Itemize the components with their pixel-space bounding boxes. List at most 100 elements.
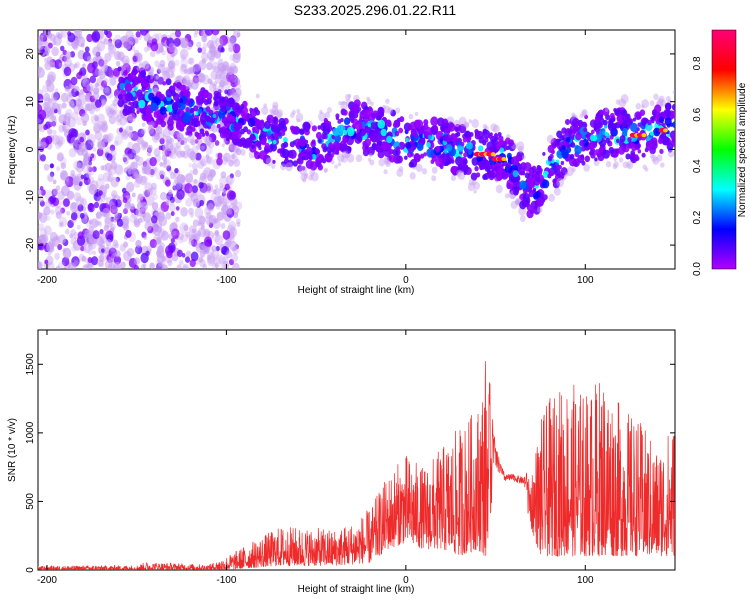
spectrogram-cell bbox=[378, 158, 386, 167]
spectrogram-cell bbox=[50, 96, 57, 105]
spectrogram-cell bbox=[635, 143, 640, 149]
spectrogram-cell bbox=[46, 31, 52, 39]
spectrogram-cell bbox=[65, 51, 72, 60]
spectrogram-cell bbox=[276, 109, 284, 118]
spectrogram-cell bbox=[464, 122, 470, 128]
spectrogram-cell bbox=[280, 130, 286, 137]
spectrogram-cell bbox=[88, 184, 98, 195]
spectrogram-cell bbox=[430, 159, 435, 165]
spectrogram-cell bbox=[298, 128, 305, 135]
spectrogram-cell bbox=[133, 86, 138, 92]
spectrogram-cell bbox=[193, 105, 199, 112]
spectrogram-cell bbox=[116, 118, 122, 126]
spectrogram-cell bbox=[603, 124, 608, 129]
spectrogram-cell bbox=[157, 255, 166, 267]
spectrogram-cell bbox=[96, 236, 104, 247]
spectrogram-cell bbox=[125, 30, 134, 41]
spectrogram-cell bbox=[570, 142, 576, 148]
spectrogram-cell bbox=[220, 68, 230, 80]
spectrogram-cell bbox=[108, 114, 117, 125]
spectrogram-cell bbox=[196, 41, 202, 48]
spectrogram-cell bbox=[62, 248, 67, 253]
spectrogram-cell bbox=[78, 94, 87, 105]
spectrogram-cell bbox=[92, 147, 97, 152]
spectrogram-cell bbox=[48, 107, 56, 116]
spectrogram-cell bbox=[542, 151, 546, 156]
spectrogram-cell bbox=[184, 144, 190, 152]
spectrogram-cell bbox=[337, 118, 342, 124]
spectrogram-cell bbox=[124, 201, 131, 209]
spectrogram-cell bbox=[191, 162, 198, 171]
spectrogram-cell bbox=[104, 105, 110, 112]
page-title: S233.2025.296.01.22.R11 bbox=[293, 2, 457, 18]
spectrogram-cell bbox=[75, 90, 80, 96]
spectrogram-cell bbox=[206, 39, 214, 49]
spectrogram-cell bbox=[170, 221, 178, 231]
spectrogram-cell bbox=[153, 132, 160, 141]
spectrogram-cell bbox=[162, 70, 167, 76]
spectrogram-cell bbox=[83, 245, 91, 254]
spectrogram-cell bbox=[230, 253, 239, 263]
spectrogram-cell bbox=[118, 127, 123, 133]
spectrogram-cell bbox=[591, 129, 595, 135]
spectrogram-cell bbox=[49, 171, 55, 177]
spectrogram-cell bbox=[197, 74, 205, 83]
spectrogram-cell bbox=[161, 264, 168, 269]
spectrogram-cell bbox=[188, 162, 193, 168]
spectrogram-cell bbox=[139, 61, 143, 67]
spectrogram-cell bbox=[89, 75, 97, 84]
spectrogram-cell bbox=[159, 242, 165, 250]
spectrogram-cell bbox=[64, 118, 71, 127]
spectrogram-cell bbox=[206, 61, 213, 71]
spectrogram-cell bbox=[73, 63, 78, 69]
spectrogram-cell bbox=[468, 179, 475, 186]
spectrogram-cell bbox=[131, 78, 136, 83]
spectrogram-cell bbox=[309, 161, 318, 171]
spectrogram-cell bbox=[447, 122, 456, 132]
spectrogram-cell bbox=[105, 196, 113, 206]
spectrogram-cell bbox=[168, 203, 177, 213]
spectrogram-cell bbox=[192, 198, 200, 208]
spectrogram-cell bbox=[140, 201, 148, 212]
spectrogram-cell bbox=[229, 190, 237, 200]
spectrogram-cell bbox=[396, 146, 401, 152]
spectrogram-cell bbox=[234, 169, 242, 178]
spectrogram-cell bbox=[340, 101, 348, 111]
spectrogram-cell bbox=[200, 145, 205, 151]
spectrogram-cell bbox=[209, 82, 217, 93]
spectrogram-cell bbox=[200, 119, 206, 126]
spectrogram-cell bbox=[423, 152, 427, 157]
spectrogram-cell bbox=[141, 60, 150, 70]
spectrogram-cell bbox=[59, 209, 64, 215]
spectrogram-cell bbox=[142, 141, 148, 149]
spectrogram-cell bbox=[196, 132, 202, 140]
spectrogram-cell bbox=[140, 70, 147, 78]
spectrogram-cell bbox=[87, 133, 96, 145]
spectrogram-cell bbox=[380, 128, 387, 137]
spectrogram-cell bbox=[232, 53, 241, 64]
spectrogram-cell bbox=[103, 59, 108, 65]
spectrogram-cell bbox=[175, 121, 184, 131]
spectrogram-cell bbox=[185, 99, 191, 106]
spectrogram-cell bbox=[151, 208, 158, 216]
spectrogram-cell bbox=[182, 265, 188, 269]
spectrogram-cell bbox=[325, 123, 331, 130]
spectrogram-cell bbox=[217, 152, 223, 160]
spectrogram-cell bbox=[82, 264, 89, 269]
spectrogram-cell bbox=[630, 141, 634, 146]
spectrogram-cell bbox=[526, 204, 533, 211]
spectrogram-cell bbox=[194, 207, 204, 219]
spectrogram-cell bbox=[141, 165, 146, 171]
spectrogram-cell bbox=[58, 62, 63, 68]
spectrogram-cell bbox=[188, 83, 192, 88]
spectrogram-cell bbox=[158, 145, 163, 150]
spectrogram-cell bbox=[157, 76, 164, 85]
spectrogram-cell bbox=[180, 137, 188, 146]
spectrogram-cell bbox=[395, 107, 401, 114]
spectrogram-cell bbox=[204, 230, 210, 237]
spectrogram-cell bbox=[188, 238, 194, 246]
spectrogram-cell bbox=[76, 117, 83, 126]
spectrogram-cell bbox=[47, 109, 54, 117]
spectrogram-cell bbox=[176, 173, 186, 185]
